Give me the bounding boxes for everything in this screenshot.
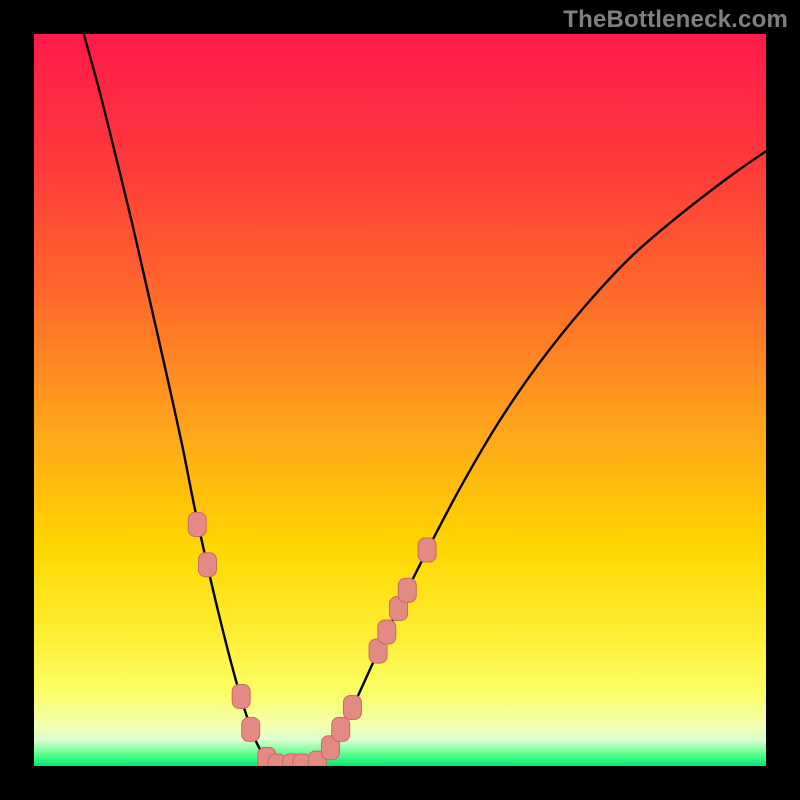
data-marker <box>343 695 361 719</box>
data-marker <box>398 578 416 602</box>
data-marker <box>188 512 206 536</box>
marker-layer <box>34 34 766 766</box>
plot-area <box>34 34 766 766</box>
watermark-text: TheBottleneck.com <box>563 6 788 34</box>
data-marker <box>418 538 436 562</box>
data-marker <box>198 553 216 577</box>
chart-root: TheBottleneck.com <box>0 0 800 800</box>
data-marker <box>378 620 396 644</box>
data-marker <box>332 717 350 741</box>
data-marker <box>232 684 250 708</box>
data-marker <box>242 717 260 741</box>
